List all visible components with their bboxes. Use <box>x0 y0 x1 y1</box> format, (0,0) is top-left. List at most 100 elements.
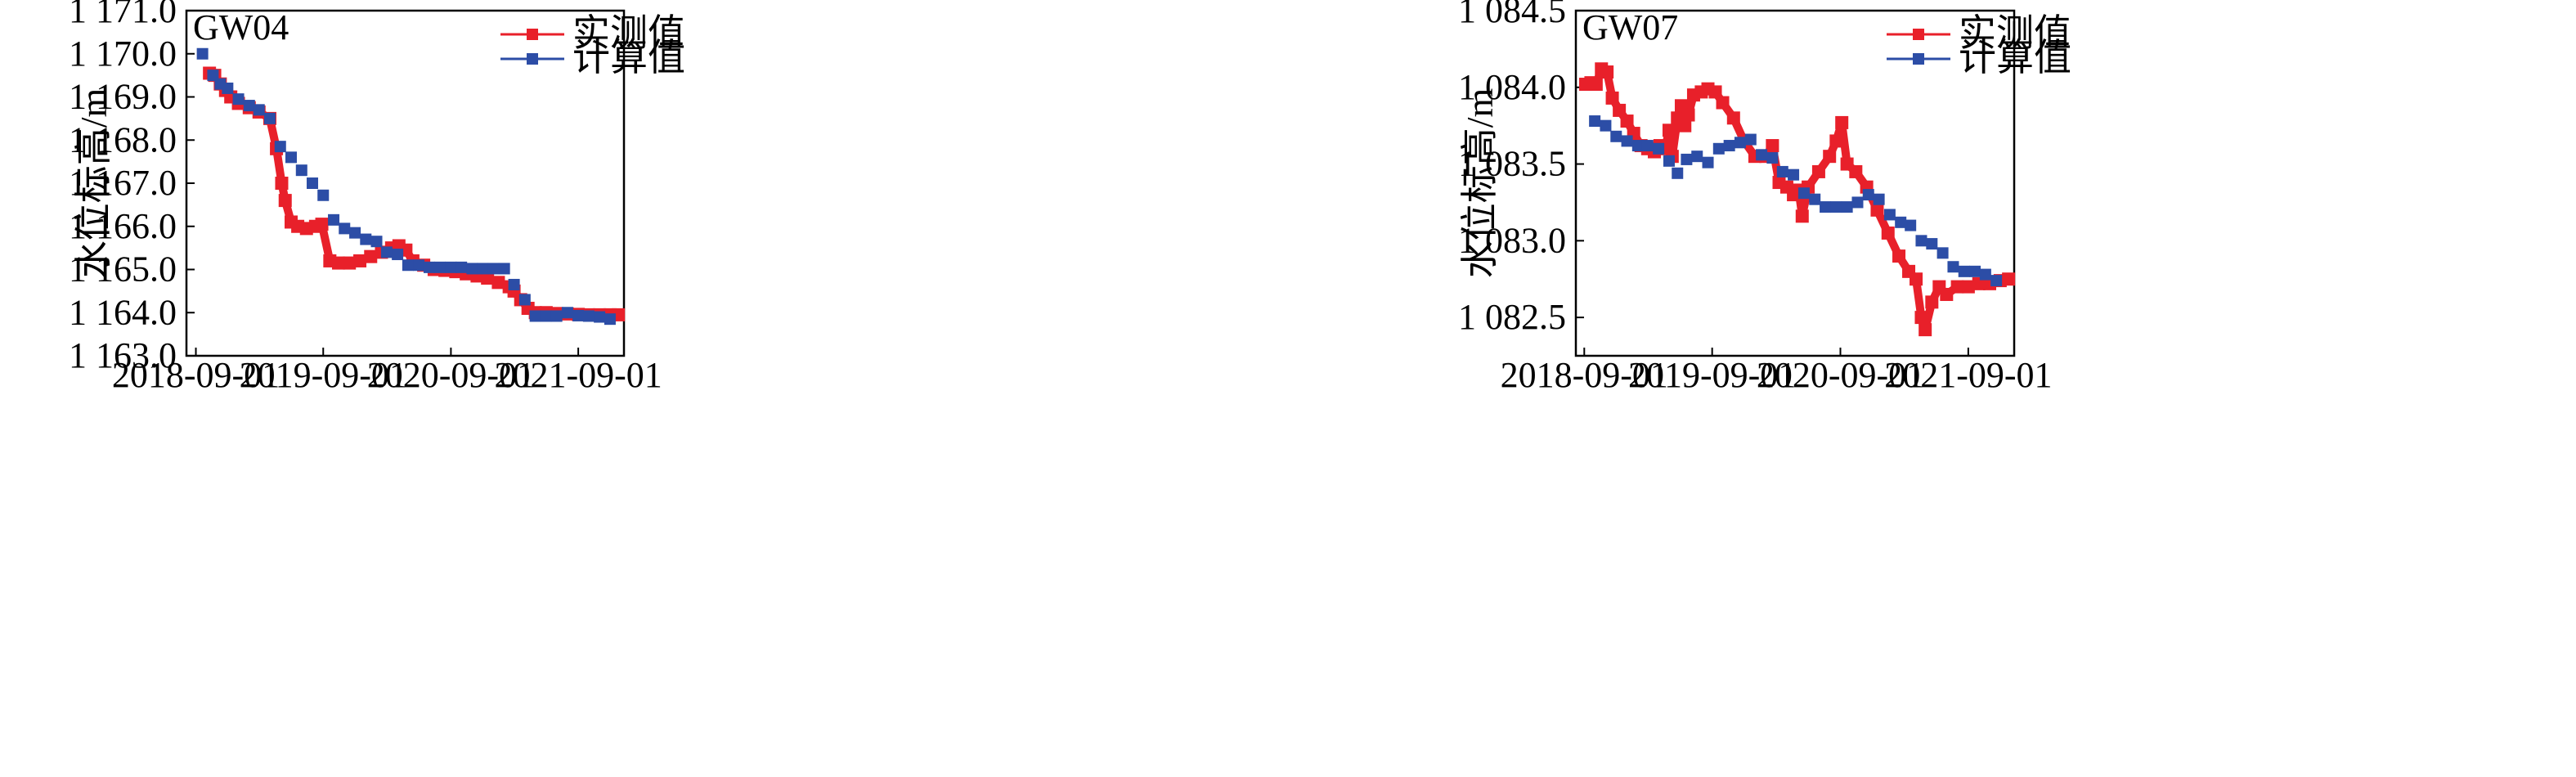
panel-title: GW04 <box>193 7 289 47</box>
measured-point <box>278 194 292 208</box>
panel-title: GW07 <box>1582 7 1678 47</box>
calculated-point <box>1681 153 1693 165</box>
measured-point <box>1925 295 1939 309</box>
legend-swatch-measured <box>527 29 538 40</box>
calculated-point <box>380 246 393 258</box>
calculated-point <box>1820 201 1832 213</box>
y-tick-label: 1 169.0 <box>69 77 177 117</box>
x-tick-label: 2019-09-01 <box>240 355 407 395</box>
measured-line <box>208 69 619 319</box>
plot-frame <box>185 9 626 357</box>
calculated-point <box>1947 261 1959 273</box>
y-tick-label: 1 083.0 <box>1458 220 1566 260</box>
calculated-point <box>263 112 276 124</box>
calculated-point <box>207 70 219 82</box>
calculated-point <box>1756 149 1768 161</box>
measured-point <box>1881 226 1895 240</box>
y-tick-label: 1 084.0 <box>1458 67 1566 107</box>
legend-label-measured: 实测值 <box>572 12 685 54</box>
x-tick-label: 2019-09-01 <box>1628 355 1796 395</box>
calculated-point <box>392 249 404 261</box>
calculated-point <box>1610 130 1622 142</box>
calculated-point <box>550 310 563 322</box>
chart-gw07: 1 082.5 1 083.0 1 083.5 1 084.0 1 084.5 2018-… <box>1288 0 2576 777</box>
calculated-point <box>1862 189 1874 201</box>
calculated-point <box>1915 235 1928 247</box>
measured-point <box>2002 272 2016 286</box>
measured-point <box>1940 287 1954 301</box>
calculated-point <box>1653 142 1665 155</box>
measured-point <box>1919 323 1932 337</box>
calculated-point <box>1830 201 1842 213</box>
chart-gw04-svg: 1 163.01 164.01 165.01 166.01 167.01 168… <box>69 0 685 395</box>
calculated-point <box>222 82 234 94</box>
calculated-point <box>1979 268 1991 281</box>
measured-point <box>1972 276 1986 290</box>
measured-point <box>1726 111 1740 125</box>
measured-point <box>364 249 378 263</box>
calculated-point <box>413 259 425 272</box>
calculated-point <box>604 313 616 326</box>
y-tick-label: 1 168.0 <box>69 119 177 159</box>
legend-label-calculated: 计算值 <box>1959 37 2071 79</box>
series-calculated <box>1589 115 2003 287</box>
y-tick-label: 1 167.0 <box>69 163 177 203</box>
measured-point <box>1662 124 1676 137</box>
measured-point <box>491 276 505 290</box>
measured-point <box>1914 311 1928 325</box>
measured-point <box>1681 108 1695 122</box>
x-tick-label: 2020-09-01 <box>367 355 535 395</box>
calculated-point <box>1841 201 1853 213</box>
calculated-point <box>466 263 478 275</box>
chart-gw07-svg: 1 082.5 1 083.0 1 083.5 1 084.0 1 084.5 2018-… <box>1458 0 2071 395</box>
calculated-point <box>434 261 447 273</box>
calculated-point <box>1926 238 1938 250</box>
calculated-point <box>1589 115 1601 128</box>
calculated-point <box>1958 265 1970 277</box>
y-axis-title: 水位标高/m <box>73 88 114 279</box>
calculated-point <box>1691 150 1703 163</box>
calculated-point <box>1744 133 1757 146</box>
measured-point <box>1589 78 1603 92</box>
calculated-point <box>1809 193 1821 205</box>
y-tick-label: 1 165.0 <box>69 249 177 290</box>
calculated-point <box>1621 135 1633 147</box>
calculated-point <box>1873 193 1885 205</box>
calculated-point <box>402 259 414 272</box>
calculated-point <box>1672 167 1684 179</box>
calculated-point <box>1788 168 1800 181</box>
calculated-point <box>1723 140 1735 152</box>
calculated-point <box>1631 140 1644 152</box>
calculated-point <box>508 278 520 290</box>
y-axis-title: 水位标高/m <box>1459 88 1501 279</box>
calculated-point <box>498 263 510 275</box>
x-tick-label: 2020-09-01 <box>1757 355 1924 395</box>
x-tick-label: 2021-09-01 <box>1884 355 2052 395</box>
calculated-point <box>477 263 489 275</box>
calculated-point <box>339 222 351 235</box>
calculated-point <box>232 93 245 106</box>
measured-point <box>1892 249 1906 263</box>
measured-point <box>481 272 495 285</box>
calculated-point <box>572 309 585 321</box>
calculated-point <box>285 151 297 164</box>
legend-swatch-calculated <box>1913 53 1924 65</box>
measured-point <box>1766 139 1779 153</box>
calculated-point <box>487 263 500 275</box>
chart-gw04: 1 163.0 1 164.0 1 165.0 1 166.0 1 167.0 1 168… <box>69 0 685 395</box>
measured-point <box>1600 65 1614 79</box>
calculated-point <box>1883 209 1896 221</box>
measured-point <box>1795 209 1809 223</box>
measured-point <box>1961 280 1975 294</box>
measured-point <box>1835 115 1849 129</box>
y-tick-label: 1 082.5 <box>1458 297 1566 337</box>
series-measured <box>203 66 626 321</box>
y-tick-label: 1 084.5 <box>1458 0 1566 30</box>
calculated-point <box>1990 275 2003 287</box>
x-tick-label: 2018-09-01 <box>1501 355 1668 395</box>
calculated-point <box>360 233 372 245</box>
legend-label-calculated: 计算值 <box>572 37 685 79</box>
calculated-point <box>1641 140 1654 152</box>
